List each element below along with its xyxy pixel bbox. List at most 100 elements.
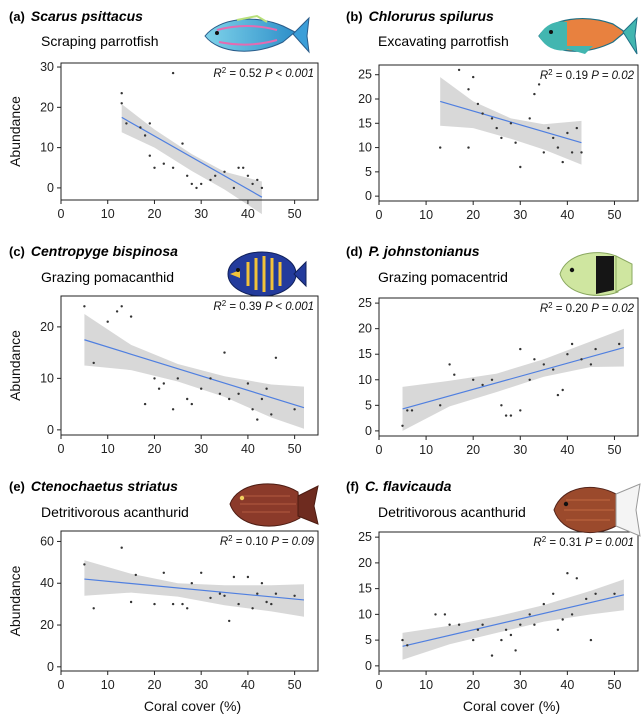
data-point	[186, 607, 189, 610]
data-point	[162, 162, 165, 165]
guild-label: Scraping parrotfish	[41, 33, 159, 49]
x-tick-label: 20	[466, 443, 480, 457]
panel-letter: (c)	[9, 244, 25, 259]
data-point	[472, 638, 475, 642]
confidence-band	[402, 328, 624, 431]
plectroglyphidodon-johnstonianus-fish-icon	[559, 252, 633, 296]
data-point	[256, 418, 259, 421]
x-tick-label: 0	[376, 678, 383, 692]
y-tick-label: 0	[47, 181, 54, 195]
x-tick-label: 0	[376, 208, 383, 222]
p-value: P = 0.09	[271, 536, 314, 548]
x-tick-label: 30	[513, 678, 527, 692]
data-point	[519, 347, 522, 351]
x-tick-label: 20	[148, 678, 162, 692]
data-point	[514, 649, 517, 652]
x-tick-label: 0	[58, 207, 65, 221]
y-tick-label: 15	[358, 116, 372, 130]
data-point	[439, 146, 442, 149]
data-point	[490, 654, 494, 657]
ctenochaetus-striatus-fish-icon	[229, 483, 319, 527]
regression-line	[84, 339, 305, 409]
data-point	[148, 122, 151, 125]
data-point	[556, 146, 560, 149]
regression-line	[121, 116, 263, 198]
data-point	[618, 342, 621, 346]
r2-superscript: 2	[228, 534, 233, 543]
data-point	[260, 186, 264, 190]
data-point	[186, 174, 189, 177]
x-tick-label: 10	[101, 442, 115, 456]
data-point	[613, 592, 616, 595]
p-value: P = 0.02	[591, 303, 634, 315]
y-axis-title: Abundance	[7, 565, 23, 636]
plot-frame	[378, 297, 639, 437]
x-tick-label: 20	[466, 208, 480, 222]
plot-frame	[378, 64, 639, 202]
data-point	[237, 602, 240, 606]
data-point	[228, 397, 231, 401]
p-value: P = 0.02	[591, 70, 634, 82]
y-axis-title: Abundance	[7, 330, 23, 401]
data-point	[246, 575, 250, 579]
x-tick-label: 50	[608, 678, 622, 692]
data-point	[594, 592, 597, 595]
guild-label: Grazing pomacanthid	[41, 269, 174, 285]
y-tick-label: 5	[365, 633, 372, 647]
panel-title: (e) Ctenochaetus striatus	[9, 478, 178, 494]
y-tick-label: 0	[365, 189, 372, 203]
data-point	[490, 117, 494, 120]
data-point	[500, 404, 503, 407]
data-point	[228, 619, 231, 623]
p-value: P = 0.001	[585, 537, 634, 549]
r2-value: = 0.52	[226, 68, 265, 80]
data-point	[274, 592, 278, 595]
stats-annotation: R2 = 0.52 P < 0.001	[213, 66, 314, 80]
data-point	[406, 644, 409, 647]
data-point	[443, 613, 447, 616]
data-point	[481, 112, 484, 115]
y-tick-label: 0	[47, 423, 54, 437]
data-point	[453, 373, 456, 376]
x-tick-label: 30	[194, 442, 208, 456]
data-point	[504, 628, 508, 631]
data-point	[143, 134, 147, 137]
panel-letter: (a)	[9, 9, 25, 24]
data-point	[495, 126, 498, 130]
data-point	[139, 126, 142, 129]
data-point	[566, 131, 569, 135]
data-point	[448, 363, 451, 366]
x-axis-title: Coral cover (%)	[463, 698, 560, 714]
p-value: P < 0.001	[265, 68, 314, 80]
data-point	[120, 546, 123, 549]
x-tick-label: 10	[419, 443, 433, 457]
r2-superscript: 2	[548, 68, 553, 77]
panel-title: (f) C. flavicauda	[346, 478, 452, 494]
data-point	[181, 602, 184, 606]
data-point	[542, 151, 545, 154]
data-point	[237, 166, 240, 169]
y-tick-label: 15	[358, 347, 372, 361]
x-tick-label: 50	[288, 678, 302, 692]
data-point	[134, 573, 137, 577]
data-point	[542, 363, 545, 366]
x-tick-label: 0	[376, 443, 383, 457]
panel-title: (d) P. johnstonianus	[346, 243, 480, 259]
y-tick-label: 20	[40, 320, 54, 334]
data-point	[448, 623, 451, 626]
data-point	[256, 178, 259, 182]
data-point	[476, 628, 480, 631]
data-point	[181, 142, 184, 145]
data-point	[223, 170, 226, 173]
r2-symbol: R	[220, 536, 228, 548]
data-point	[171, 71, 175, 75]
panel-a: (a) Scarus psittacus Scraping parrotfish 0 1…	[7, 8, 319, 221]
species-name: Chlorurus spilurus	[369, 8, 494, 24]
stats-annotation: R2 = 0.39 P < 0.001	[213, 299, 314, 313]
data-point	[200, 387, 203, 390]
x-tick-label: 0	[58, 678, 65, 692]
stats-annotation: R2 = 0.10 P = 0.09	[220, 534, 315, 548]
y-tick-label: 5	[365, 165, 372, 179]
x-tick-label: 50	[608, 443, 622, 457]
y-tick-label: 40	[40, 576, 54, 590]
